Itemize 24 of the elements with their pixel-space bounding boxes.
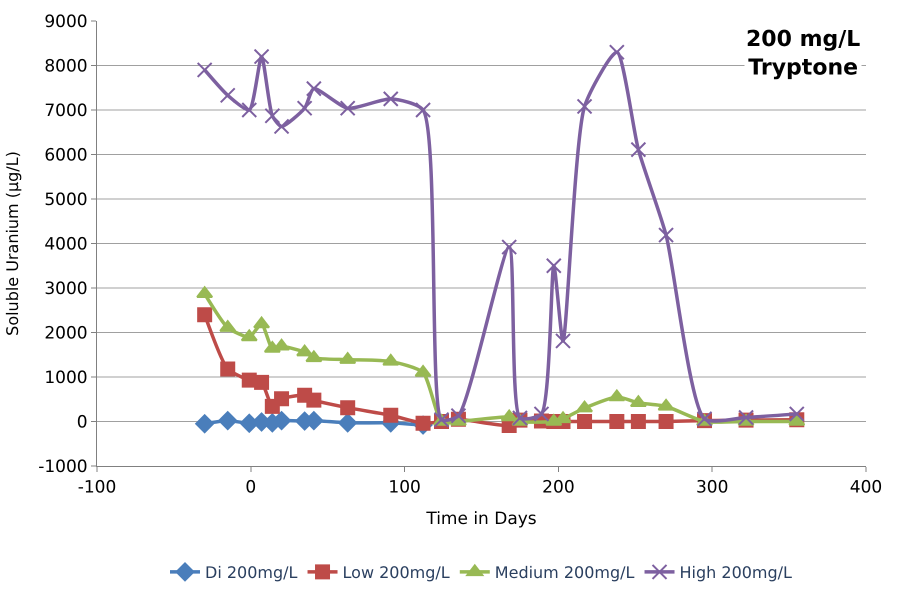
y-tick-label: 8000	[44, 56, 88, 76]
y-axis-title: Soluble Uranium (µg/L)	[3, 151, 22, 336]
y-tick-label: 0	[76, 412, 88, 432]
annotation: 200 mg/L Tryptone	[746, 27, 860, 81]
legend-label: Di 200mg/L	[205, 563, 298, 582]
legend-label: Low 200mg/L	[342, 563, 450, 582]
legend-label: High 200mg/L	[680, 563, 792, 582]
y-tick-label: 7000	[44, 100, 88, 121]
y-tick-label: 5000	[44, 190, 88, 210]
y-tick-label: 9000	[44, 12, 88, 32]
y-tick-label: 2000	[44, 323, 88, 344]
x-tick-label: 0	[245, 477, 256, 498]
y-tick-label: 3000	[44, 278, 88, 299]
x-tick-label: 200	[542, 477, 575, 498]
x-tick-label: 400	[850, 477, 882, 498]
y-tick-label: -1000	[38, 456, 88, 477]
y-tick-label: 4000	[44, 234, 88, 254]
legend-label: Medium 200mg/L	[494, 563, 635, 582]
y-tick-label: 6000	[44, 145, 88, 166]
x-axis-title: Time in Days	[425, 508, 537, 529]
x-tick-label: -100	[78, 477, 116, 498]
y-tick-label: 1000	[44, 368, 88, 388]
x-tick-label: 300	[696, 477, 728, 498]
x-tick-label: 100	[388, 477, 421, 498]
